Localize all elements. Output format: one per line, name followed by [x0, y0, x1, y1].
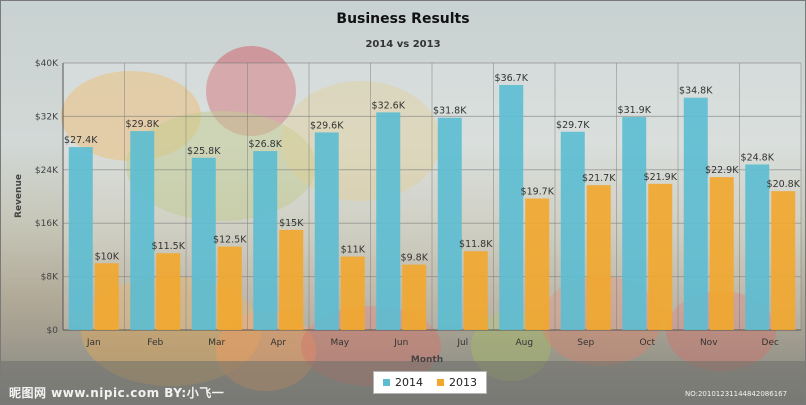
bar-2014-nov[interactable] [683, 97, 708, 331]
bars [68, 85, 796, 331]
data-label-2014-mar: $25.8K [187, 146, 221, 157]
x-tick-label: Mar [208, 338, 225, 348]
data-label-2014-dec: $24.8K [741, 152, 775, 163]
axes: $0 $8K $16K $24K $32K $40K Jan Feb Mar Apr May Jun J… [35, 59, 801, 348]
bar-2013-jun[interactable] [402, 264, 427, 330]
data-label-2013-mar: $12.5K [213, 235, 247, 246]
bar-2014-sep[interactable] [560, 131, 585, 330]
y-tick-label: $8K [41, 273, 59, 283]
x-tick-label: Aug [515, 338, 533, 348]
x-tick-label: Jul [456, 338, 468, 348]
legend-swatch-2014 [383, 379, 390, 386]
bar-2013-apr[interactable] [279, 229, 304, 330]
bar-2014-feb[interactable] [130, 131, 155, 330]
x-axis-label: Month [411, 355, 443, 365]
bar-2013-aug[interactable] [525, 198, 550, 330]
x-tick-label: May [330, 338, 349, 348]
bar-2013-dec[interactable] [771, 191, 796, 330]
grid-lines [62, 62, 802, 331]
data-label-2014-jun: $32.6K [372, 100, 406, 111]
data-label-2013-dec: $20.8K [767, 179, 801, 190]
chart-title: Business Results [336, 11, 470, 27]
y-tick-label: $0 [47, 326, 59, 336]
bar-2014-may[interactable] [314, 132, 339, 330]
data-label-2013-jun: $9.8K [401, 253, 429, 264]
bar-2014-oct[interactable] [622, 117, 647, 330]
y-tick-label: $16K [35, 219, 59, 229]
y-tick-label: $40K [35, 59, 59, 69]
plot-area [63, 63, 801, 330]
bar-2014-jan[interactable] [68, 147, 93, 330]
data-label-2013-jul: $11.8K [459, 239, 493, 250]
bar-2013-may[interactable] [340, 256, 365, 330]
x-tick-label: Dec [762, 338, 779, 348]
watermark-left: 昵图网 www.nipic.com BY:小飞一 [9, 386, 225, 400]
bar-2013-nov[interactable] [709, 177, 734, 330]
data-label-2014-nov: $34.8K [679, 86, 713, 97]
data-labels: $27.4K $10K $29.8K $11.5K $25.8K $12.5K $26.8K… [64, 73, 801, 264]
legend-label-2014: 2014 [395, 376, 423, 389]
data-label-2013-nov: $22.9K [705, 165, 739, 176]
bar-2014-mar[interactable] [191, 157, 216, 330]
bar-2014-dec[interactable] [745, 164, 770, 330]
x-tick-label: Feb [147, 338, 163, 348]
data-label-2013-apr: $15K [279, 218, 304, 229]
bar-2014-jul[interactable] [437, 117, 462, 330]
x-tick-label: Jun [393, 338, 408, 348]
x-tick-label: Oct [639, 338, 655, 348]
data-label-2014-may: $29.6K [310, 120, 344, 131]
x-tick-label: Nov [700, 338, 718, 348]
legend-item-2014[interactable]: 2014 [383, 376, 423, 389]
bar-2013-jul[interactable] [463, 251, 488, 330]
bar-2013-sep[interactable] [586, 185, 611, 330]
bar-2013-mar[interactable] [217, 246, 242, 330]
data-label-2014-oct: $31.9K [618, 105, 652, 116]
bar-2013-jan[interactable] [94, 263, 119, 330]
legend-item-2013[interactable]: 2013 [437, 376, 477, 389]
y-tick-label: $24K [35, 166, 59, 176]
data-label-2013-jan: $10K [95, 251, 120, 262]
bar-2014-aug[interactable] [499, 85, 524, 330]
data-label-2013-feb: $11.5K [152, 241, 186, 252]
data-label-2013-sep: $21.7K [582, 173, 616, 184]
data-label-2014-aug: $36.7K [495, 73, 529, 84]
y-axis-label: Revenue [14, 174, 24, 218]
x-tick-label: Jan [86, 338, 101, 348]
data-label-2014-apr: $26.8K [249, 139, 283, 150]
data-label-2014-jul: $31.8K [433, 106, 467, 117]
chart-subtitle: 2014 vs 2013 [365, 39, 441, 50]
chart-legend: 2014 2013 [373, 371, 487, 394]
data-label-2014-jan: $27.4K [64, 135, 98, 146]
legend-label-2013: 2013 [449, 376, 477, 389]
bar-2013-oct[interactable] [648, 183, 673, 330]
legend-swatch-2013 [437, 379, 444, 386]
bar-2014-apr[interactable] [253, 151, 278, 330]
data-label-2014-feb: $29.8K [126, 119, 160, 130]
data-label-2013-aug: $19.7K [521, 187, 555, 198]
x-tick-label: Sep [577, 338, 594, 348]
bar-2014-jun[interactable] [376, 112, 401, 331]
data-label-2014-sep: $29.7K [556, 120, 590, 131]
x-tick-label: Apr [270, 338, 286, 348]
bar-2013-feb[interactable] [156, 253, 181, 330]
y-tick-label: $32K [35, 112, 59, 122]
data-label-2013-oct: $21.9K [644, 172, 678, 183]
data-label-2013-may: $11K [341, 245, 366, 256]
watermark-right: NO:20101231144842086167 [685, 390, 788, 398]
